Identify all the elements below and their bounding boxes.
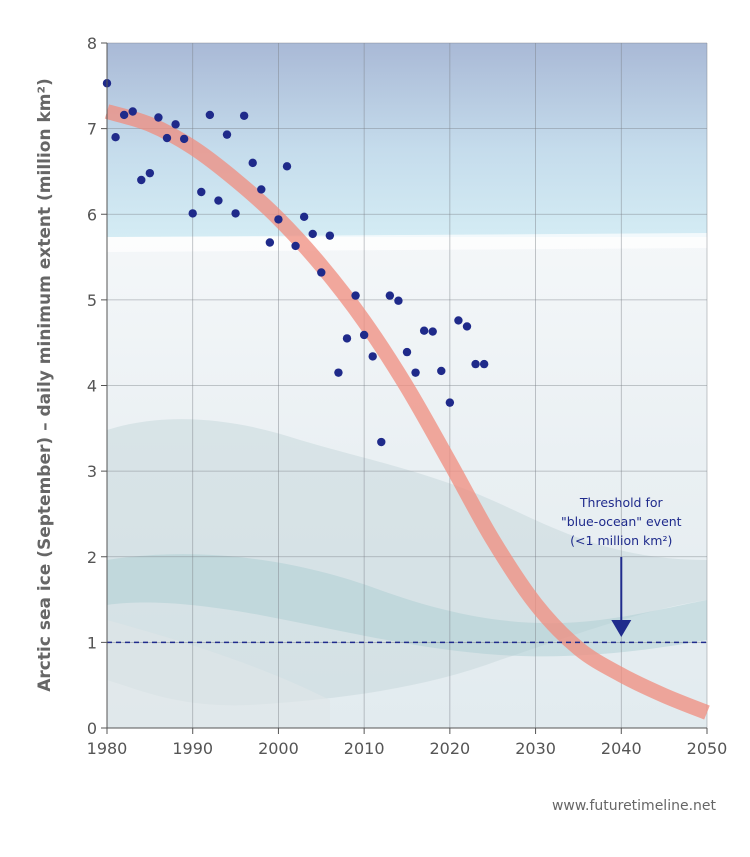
y-tick-label-8: 8: [87, 34, 97, 53]
data-point-1992: [205, 110, 215, 120]
axes: 0 1 2 3 4 5 6 7 8 1980 1990 2000 2010 2020 2030 2040 205…: [87, 34, 728, 758]
data-point-1999: [265, 238, 275, 247]
annotation-line-2: "blue-ocean" event: [561, 514, 682, 529]
data-point-2008: [342, 334, 352, 343]
y-tick-label-2: 2: [87, 548, 97, 567]
data-point-2016: [411, 368, 420, 377]
data-point-2019: [437, 366, 446, 376]
data-point-1996: [239, 111, 249, 120]
data-point-1988: [171, 120, 180, 129]
data-point-2021: [454, 316, 463, 325]
data-point-2006: [325, 231, 335, 240]
y-tick-label-6: 6: [87, 205, 97, 224]
data-point-2024: [479, 359, 489, 369]
x-tick-label-4: 2020: [429, 739, 470, 758]
sky-band: [107, 43, 707, 237]
data-point-1987: [162, 133, 172, 143]
observed-points: [102, 79, 489, 447]
y-tick-label-1: 1: [87, 633, 97, 652]
x-tick-label-1: 1990: [172, 739, 213, 758]
data-point-1993: [214, 196, 223, 205]
threshold-arrowhead: [611, 620, 632, 637]
y-axis-label: Arctic sea ice (September) – daily minim…: [35, 78, 55, 691]
y-tick-label-3: 3: [87, 462, 97, 481]
data-point-2017: [419, 326, 429, 335]
data-point-2012: [377, 437, 386, 447]
data-point-1991: [197, 187, 206, 197]
data-point-2011: [368, 352, 377, 361]
data-point-2001: [282, 162, 292, 171]
trend-band: [104, 104, 710, 720]
data-point-1982: [119, 110, 129, 120]
annotation-line-1: Threshold for: [579, 495, 664, 510]
data-point-2003: [299, 212, 309, 222]
data-point-2004: [308, 229, 317, 239]
data-point-2014: [394, 296, 403, 305]
data-point-2015: [402, 347, 412, 357]
data-point-1983: [128, 107, 137, 116]
y-tick-label-4: 4: [87, 377, 97, 396]
data-point-1995: [231, 209, 240, 218]
threshold-annotation: Threshold for "blue-ocean" event (<1 mil…: [561, 495, 682, 637]
data-point-1981: [111, 132, 120, 142]
y-tick-label-5: 5: [87, 291, 97, 310]
x-tick-label-6: 2040: [601, 739, 642, 758]
y-tick-label-7: 7: [87, 120, 97, 139]
annotation-line-3: (<1 million km²): [570, 533, 672, 548]
x-tick-label-2: 2000: [258, 739, 299, 758]
data-point-2000: [274, 215, 283, 224]
data-point-2010: [359, 330, 369, 340]
data-point-2022: [462, 322, 472, 331]
horizon-ice-band: [107, 233, 707, 252]
data-point-2005: [317, 268, 326, 277]
source-credit: www.futuretimeline.net: [552, 798, 717, 814]
data-point-2020: [445, 398, 455, 407]
data-point-2002: [291, 241, 300, 251]
data-point-2018: [428, 327, 437, 336]
data-point-1990: [188, 209, 197, 218]
y-tick-label-0: 0: [87, 719, 97, 738]
data-point-1997: [248, 158, 257, 168]
data-point-1985: [145, 168, 155, 178]
data-point-2007: [334, 368, 343, 377]
data-point-2023: [471, 359, 480, 369]
data-point-1989: [179, 134, 189, 144]
x-tick-label-5: 2030: [515, 739, 556, 758]
x-tick-label-3: 2010: [344, 739, 385, 758]
data-point-1994: [222, 130, 232, 139]
x-tick-label-7: 2050: [687, 739, 728, 758]
data-point-2009: [351, 291, 360, 300]
data-point-2013: [385, 291, 395, 300]
data-point-1986: [154, 113, 163, 122]
data-point-1998: [257, 185, 266, 194]
lower-ice-shade: [107, 620, 330, 728]
x-tick-label-0: 1980: [87, 739, 128, 758]
data-point-1984: [137, 175, 146, 185]
